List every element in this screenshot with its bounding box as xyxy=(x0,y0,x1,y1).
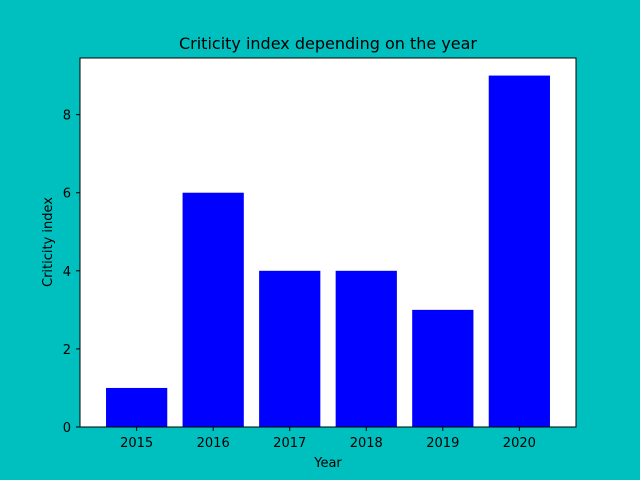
x-ticks-group: 2015 2016 2017 2018 2019 2020 xyxy=(120,427,536,451)
x-tick-label: 2018 xyxy=(350,436,383,451)
y-tick-label: 6 xyxy=(63,187,71,202)
y-tick-label: 8 xyxy=(63,109,71,124)
bar-2017 xyxy=(259,270,321,427)
bar-2015 xyxy=(106,387,168,427)
chart-title: Criticity index depending on the year xyxy=(179,34,477,53)
bar-2019 xyxy=(412,309,474,427)
y-ticks-group: 0 2 4 6 8 xyxy=(63,109,80,436)
axes-frame xyxy=(79,57,577,428)
x-tick-label: 2017 xyxy=(273,436,306,451)
x-tick-label: 2019 xyxy=(426,436,459,451)
x-tick-label: 2015 xyxy=(120,436,153,451)
x-tick-label: 2016 xyxy=(197,436,230,451)
y-tick-label: 4 xyxy=(63,265,71,280)
x-axis-label: Year xyxy=(313,456,342,471)
bar-2020 xyxy=(488,75,550,428)
bar-2016 xyxy=(182,192,244,427)
y-tick-label: 2 xyxy=(63,343,71,358)
bars-group xyxy=(106,75,550,428)
x-tick-label: 2020 xyxy=(503,436,536,451)
bar-2018 xyxy=(335,270,397,427)
y-axis-label: Criticity index xyxy=(41,197,56,287)
axes-group xyxy=(79,57,577,428)
y-tick-label: 0 xyxy=(63,421,71,436)
